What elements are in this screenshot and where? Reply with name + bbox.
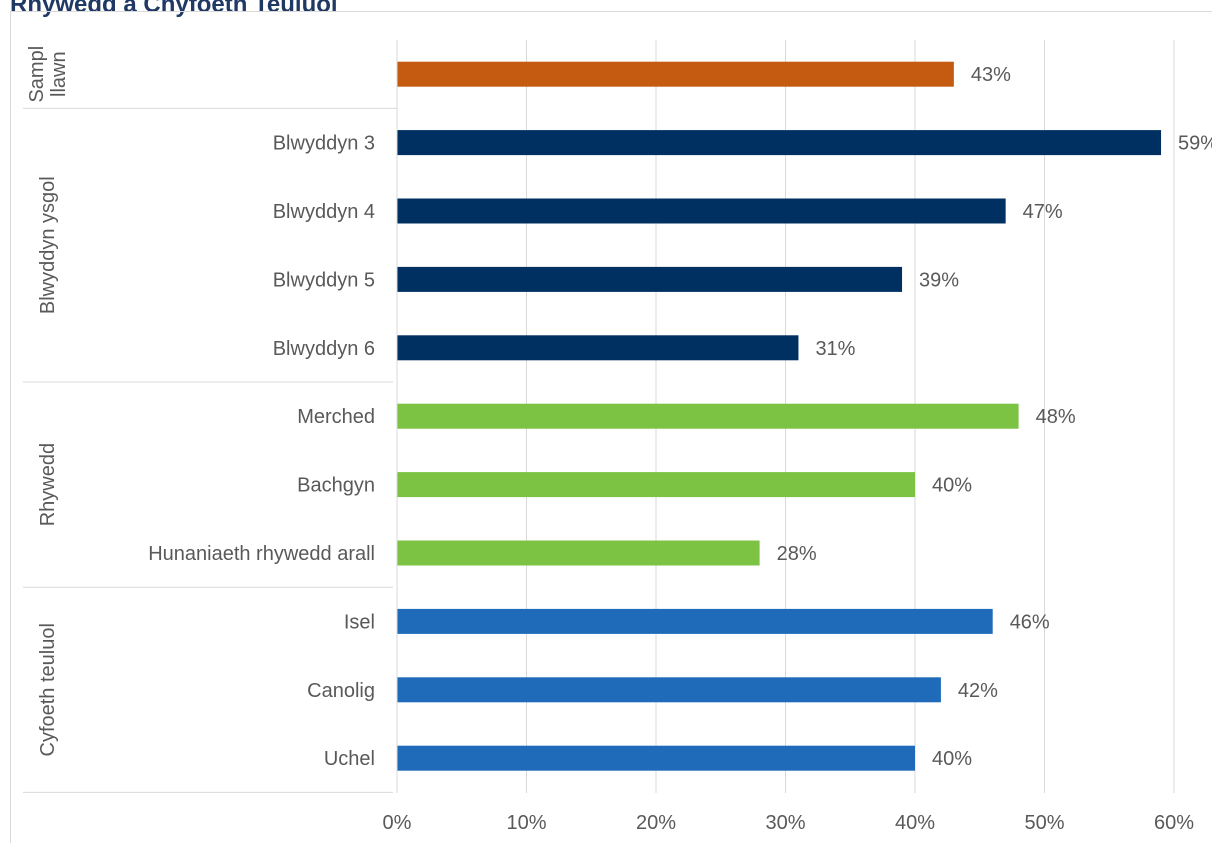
category-label: Blwyddyn 6 <box>273 338 375 360</box>
category-label: Blwyddyn 4 <box>273 201 375 223</box>
group-label: Cyfoeth teuluol <box>37 623 59 756</box>
category-label: Merched <box>297 406 375 428</box>
bar <box>397 61 954 87</box>
category-label: Blwyddyn 3 <box>273 133 375 155</box>
x-tick-label: 60% <box>1154 812 1194 834</box>
bar <box>397 472 915 498</box>
x-tick-label: 30% <box>765 812 805 834</box>
bar <box>397 608 993 634</box>
data-label: 47% <box>1023 201 1063 223</box>
chart-title: Rhywedd a Chyfoeth Teuluol <box>10 0 338 18</box>
x-tick-label: 10% <box>506 812 546 834</box>
data-label: 43% <box>971 64 1011 86</box>
category-label: Isel <box>344 611 375 633</box>
chart-frame <box>10 11 1212 843</box>
bar <box>397 335 799 361</box>
bar <box>397 677 941 703</box>
category-label: Blwyddyn 5 <box>273 269 375 291</box>
group-label: Blwyddyn ysgol <box>37 176 59 314</box>
data-label: 40% <box>932 475 972 497</box>
category-label: Bachgyn <box>297 475 375 497</box>
data-label: 59% <box>1178 133 1212 155</box>
x-tick-label: 20% <box>636 812 676 834</box>
bar <box>397 130 1162 156</box>
data-label: 42% <box>958 680 998 702</box>
bar <box>397 403 1019 429</box>
group-label: Samplllawn <box>26 46 70 103</box>
group-label: Rhywedd <box>37 443 59 526</box>
x-tick-label: 40% <box>895 812 935 834</box>
data-label: 31% <box>815 338 855 360</box>
data-label: 39% <box>919 269 959 291</box>
x-tick-label: 50% <box>1024 812 1064 834</box>
bar <box>397 198 1006 224</box>
data-label: 40% <box>932 748 972 770</box>
bar <box>397 540 760 566</box>
bar <box>397 266 903 292</box>
x-tick-label: 0% <box>383 812 412 834</box>
category-label: Uchel <box>324 748 375 770</box>
data-label: 46% <box>1010 611 1050 633</box>
category-label: Hunaniaeth rhywedd arall <box>148 543 375 565</box>
data-label: 28% <box>777 543 817 565</box>
bar <box>397 745 915 771</box>
category-label: Canolig <box>307 680 375 702</box>
data-label: 48% <box>1036 406 1076 428</box>
